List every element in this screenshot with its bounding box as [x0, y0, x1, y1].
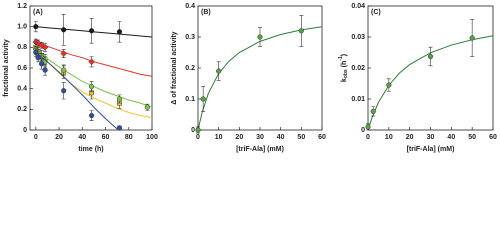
x-tick-label: 20 [235, 134, 243, 141]
y-axis-label-part: k [341, 78, 348, 82]
x-tick-label: 60 [318, 134, 326, 141]
data-point [41, 44, 49, 51]
panel-label: (A) [33, 9, 43, 16]
data-point [469, 35, 475, 41]
y-tick-label: 0.2 [17, 106, 27, 113]
y-tick-label: 0.03 [351, 34, 365, 41]
data-point [216, 68, 222, 74]
y-tick-label: 0 [23, 127, 27, 134]
plot-frame [367, 5, 494, 131]
fit-curve [35, 41, 153, 77]
x-axis-label: [triF-Ala] (mM) [407, 146, 455, 153]
data-point [88, 28, 95, 34]
data-point [144, 104, 150, 110]
data-point [88, 58, 95, 66]
fit-curve [35, 47, 153, 119]
data-point [61, 27, 67, 33]
data-point [88, 112, 95, 119]
data-point [116, 96, 123, 102]
y-tick-label: 0.4 [185, 3, 195, 10]
data-point [386, 82, 392, 88]
data-point [427, 53, 434, 60]
y-axis-label: kobs (h-1) [338, 54, 349, 82]
panel-label: (B) [201, 9, 211, 16]
data-point [42, 67, 48, 73]
fit-curve [35, 52, 118, 130]
data-point [39, 61, 45, 67]
y-tick-label: 0.8 [17, 44, 27, 51]
y-tick-label: 0.01 [351, 96, 365, 103]
y-tick-label: 0.02 [351, 65, 365, 72]
x-tick-label: 0 [366, 134, 370, 141]
plot-frame [197, 5, 323, 131]
y-tick-label: 0.4 [17, 86, 27, 93]
x-tick-label: 50 [297, 134, 305, 141]
x-tick-label: 100 [146, 134, 158, 141]
y-axis-label-part: (h [341, 61, 348, 70]
y-tick-label: 0.1 [185, 96, 195, 103]
x-axis-label: [triF-Ala] (mM) [236, 146, 284, 153]
data-point [200, 96, 206, 102]
data-point [365, 124, 371, 130]
x-axis-label: time (h) [78, 146, 103, 153]
x-tick-label: 10 [385, 134, 393, 141]
x-tick-label: 0 [196, 134, 200, 141]
data-point [257, 34, 263, 40]
x-tick-label: 40 [277, 134, 285, 141]
y-axis-label-part: ) [341, 54, 348, 56]
y-tick-label: 0.6 [17, 65, 27, 72]
data-point [370, 108, 376, 115]
y-tick-label: 0.2 [185, 65, 195, 72]
y-axis-label-part: obs [343, 69, 349, 78]
x-tick-label: 60 [102, 134, 110, 141]
data-point [116, 125, 123, 131]
x-tick-label: 30 [427, 134, 435, 141]
y-tick-label: 0.04 [351, 3, 365, 10]
x-tick-label: 40 [447, 134, 455, 141]
x-tick-label: 0 [34, 134, 38, 141]
data-point [61, 67, 67, 73]
data-point [35, 55, 41, 61]
data-point [116, 29, 123, 35]
y-axis-label: fractional activity [3, 39, 10, 97]
y-tick-label: 0 [361, 127, 365, 134]
y-tick-label: 0 [191, 127, 195, 134]
data-point [61, 88, 67, 94]
panel-label: (C) [371, 9, 381, 16]
data-point [60, 50, 67, 57]
x-tick-label: 80 [125, 134, 133, 141]
data-point [33, 24, 39, 30]
x-tick-label: 60 [489, 134, 497, 141]
x-tick-label: 10 [215, 134, 223, 141]
fit-curve [35, 49, 153, 108]
data-point [33, 49, 39, 56]
y-tick-label: 0.3 [185, 34, 195, 41]
y-axis-label: Δ of fractional activity [171, 31, 178, 104]
y-tick-label: 1.0 [17, 24, 27, 31]
x-tick-label: 40 [78, 134, 86, 141]
x-tick-label: 20 [55, 134, 63, 141]
data-point [195, 127, 201, 133]
plot-frame [29, 5, 153, 131]
x-tick-label: 20 [406, 134, 414, 141]
fit-curve [197, 26, 323, 131]
data-point [88, 83, 95, 90]
data-point [298, 28, 304, 34]
x-tick-label: 30 [256, 134, 264, 141]
y-tick-label: 1.2 [17, 3, 27, 10]
y-axis-label-part: -1 [338, 56, 344, 61]
x-tick-label: 50 [468, 134, 476, 141]
